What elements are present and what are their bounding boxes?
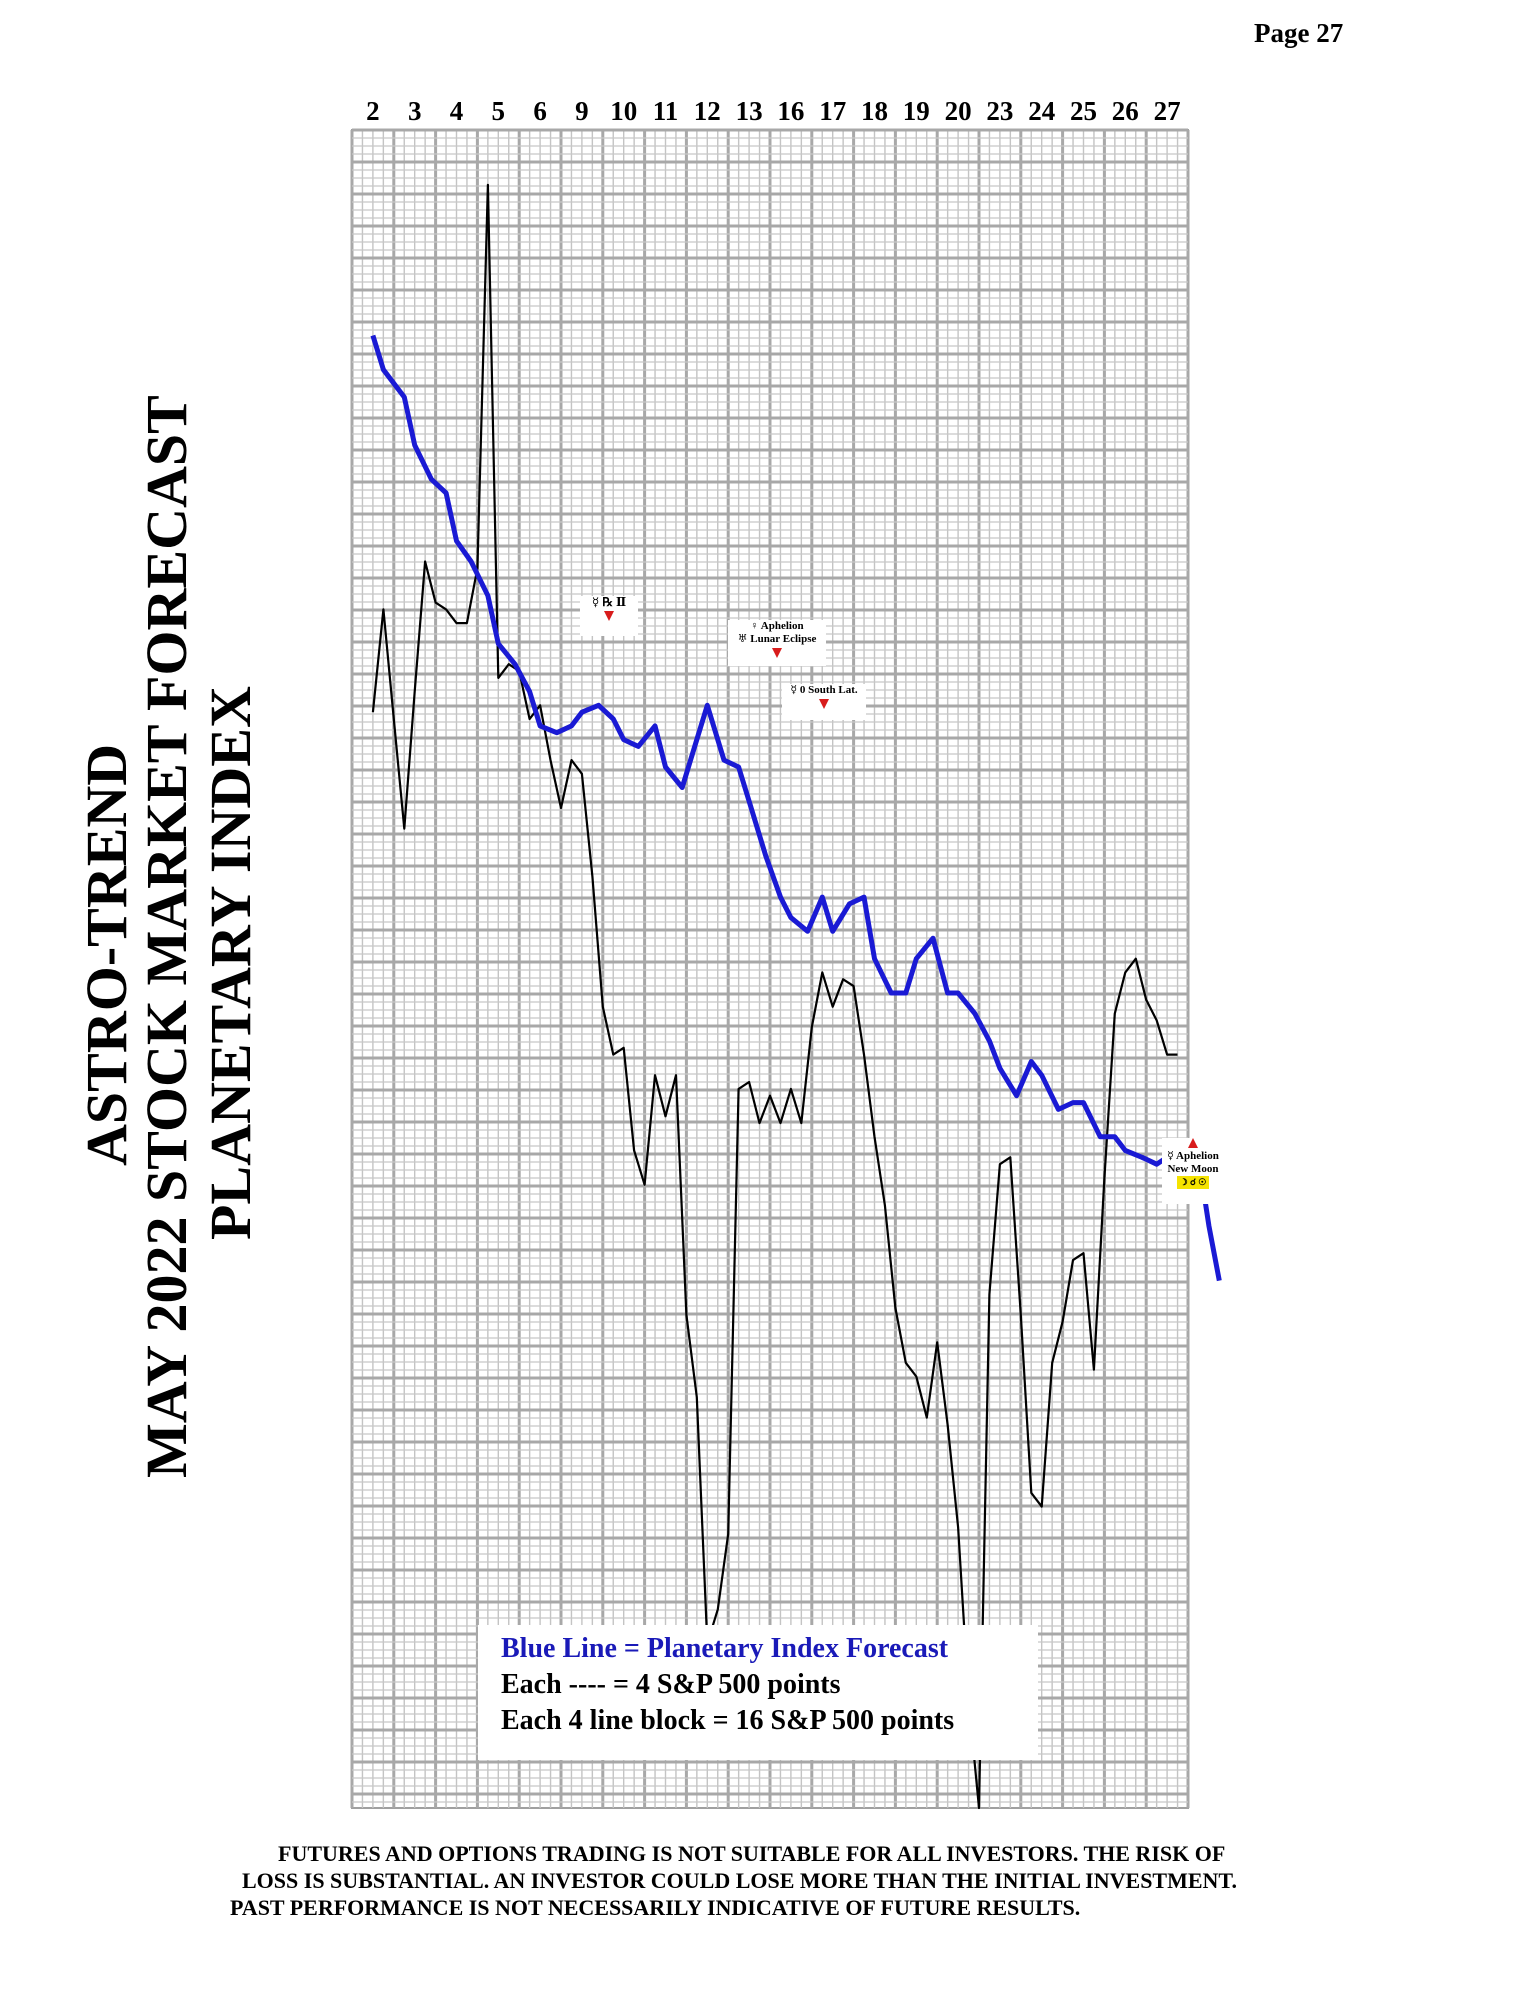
annotation-new-moon-line1: ☿ Aphelion: [1167, 1150, 1219, 1162]
x-tick-label: 13: [736, 96, 763, 126]
legend-line-1: Blue Line = Planetary Index Forecast: [501, 1633, 949, 1664]
annotation-lunar-eclipse-line2: ♅ Lunar Eclipse: [737, 633, 817, 645]
legend-line-2: Each ---- = 4 S&P 500 points: [501, 1669, 841, 1700]
disclaimer-line-1: FUTURES AND OPTIONS TRADING IS NOT SUITA…: [278, 1841, 1226, 1866]
disclaimer: FUTURES AND OPTIONS TRADING IS NOT SUITA…: [230, 1840, 1430, 1921]
forecast-line: [370, 334, 1222, 1282]
x-tick-label: 25: [1070, 96, 1097, 126]
annotation-south-lat-label: ☿ 0 South Lat.: [790, 684, 858, 696]
sp500-line: [371, 183, 1178, 1810]
x-tick-label: 9: [575, 96, 589, 126]
annotation-lunar-eclipse: ♀ Aphelion ♅ Lunar Eclipse: [728, 620, 826, 666]
annotation-mercury-retrograde-label: ☿ ℞ Ⅱ: [591, 595, 627, 609]
annotation-new-moon-line2: New Moon: [1167, 1163, 1219, 1175]
arrow-down-icon: [819, 699, 829, 709]
x-tick-labels: 2 3 4 5 6 9 10 11 12 13 16 17 18 19 20 23 24 25 26 27: [366, 96, 1180, 126]
x-tick-label: 17: [819, 96, 846, 126]
x-tick-label: 12: [694, 96, 721, 126]
disclaimer-line-3: PAST PERFORMANCE IS NOT NECESSARILY INDI…: [230, 1895, 1081, 1920]
x-tick-label: 6: [533, 96, 547, 126]
legend: Blue Line = Planetary Index Forecast Eac…: [478, 1625, 1038, 1760]
x-tick-label: 20: [945, 96, 972, 126]
arrow-down-icon: [604, 611, 614, 621]
x-tick-label: 19: [903, 96, 930, 126]
annotation-new-moon: ☿ Aphelion New Moon ☽ ☌ ☉: [1162, 1138, 1224, 1204]
annotation-mercury-retrograde: ☿ ℞ Ⅱ: [580, 596, 638, 636]
annotation-new-moon-line3: ☽ ☌ ☉: [1176, 1176, 1210, 1189]
annotation-south-lat: ☿ 0 South Lat.: [782, 684, 866, 720]
x-tick-label: 26: [1112, 96, 1139, 126]
arrow-up-icon: [1188, 1138, 1198, 1148]
planetary-index-chart: 2 3 4 5 6 9 10 11 12 13 16 17 18 19 20 23 24 25 26 27: [350, 96, 1222, 1810]
x-tick-label: 16: [777, 96, 804, 126]
x-tick-label: 24: [1028, 96, 1055, 126]
x-tick-label: 10: [610, 96, 637, 126]
disclaimer-line-2: LOSS IS SUBSTANTIAL. AN INVESTOR COULD L…: [242, 1868, 1237, 1893]
annotation-lunar-eclipse-line1: ♀ Aphelion: [750, 620, 804, 632]
x-tick-label: 23: [986, 96, 1013, 126]
chart-grid: [350, 128, 1190, 1809]
x-tick-label: 3: [408, 96, 422, 126]
arrow-down-icon: [772, 648, 782, 658]
x-tick-label: 4: [450, 96, 464, 126]
page-number: Page 27: [1254, 18, 1344, 48]
legend-line-3: Each 4 line block = 16 S&P 500 points: [501, 1705, 955, 1736]
x-tick-label: 2: [366, 96, 380, 126]
chart-series: [370, 183, 1222, 1810]
x-tick-label: 27: [1154, 96, 1181, 126]
x-tick-label: 11: [653, 96, 679, 126]
x-tick-label: 5: [492, 96, 506, 126]
x-tick-label: 18: [861, 96, 888, 126]
